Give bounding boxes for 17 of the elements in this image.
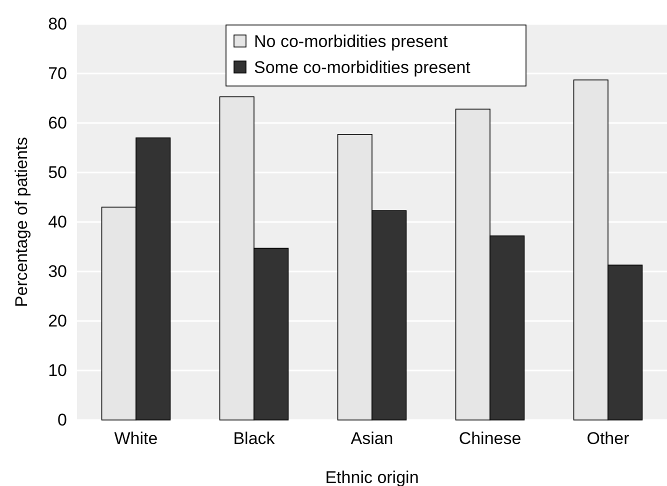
y-tick-label: 10 — [48, 360, 67, 380]
y-tick-label: 80 — [48, 14, 67, 34]
x-tick-label: Chinese — [458, 429, 522, 448]
y-tick-label: 20 — [48, 311, 67, 330]
legend-label: No co-morbidities present — [254, 32, 448, 51]
x-tick-label: Black — [233, 429, 276, 448]
legend-label: Some co-morbidities present — [254, 58, 471, 77]
y-axis-title: Percentage of patients — [12, 136, 31, 308]
y-tick-label: 30 — [48, 262, 67, 281]
x-tick-label: Asian — [350, 429, 394, 448]
y-tick-label: 50 — [48, 162, 67, 182]
y-tick-label: 70 — [48, 64, 67, 83]
x-tick-label: White — [114, 429, 158, 448]
y-tick-label: 40 — [48, 212, 67, 232]
y-tick-label: 60 — [48, 113, 67, 132]
y-tick-label: 0 — [58, 410, 67, 430]
x-tick-label: Other — [586, 429, 630, 448]
